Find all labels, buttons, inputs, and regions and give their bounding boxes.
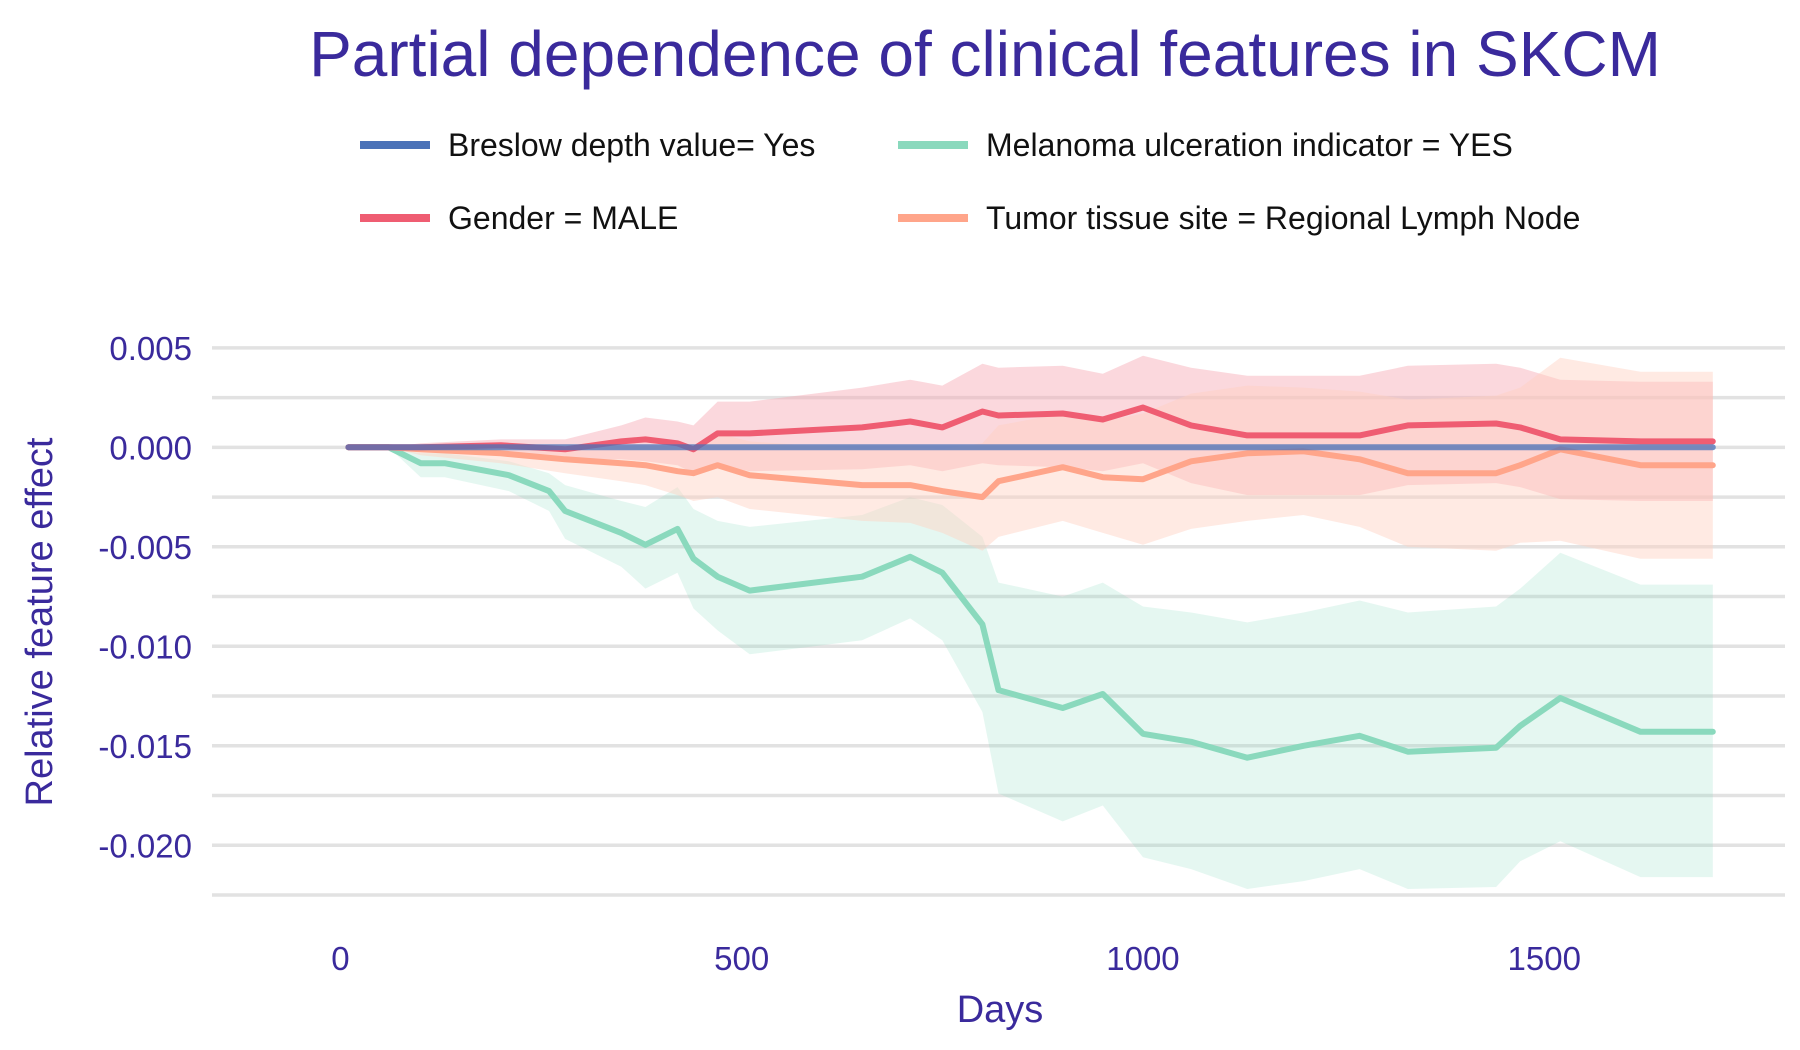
legend-item-tumor-tissue-site-regional-lymph-node: Tumor tissue site = Regional Lymph Node <box>898 200 1580 236</box>
series-lines <box>345 404 1716 761</box>
x-tick-label: 1500 <box>1508 940 1581 977</box>
x-tick-label: 1000 <box>1106 940 1179 977</box>
y-tick-label: -0.005 <box>98 529 192 566</box>
x-tick-label: 500 <box>714 940 769 977</box>
legend: Breslow depth value= Yes Melanoma ulcerat… <box>360 127 1580 236</box>
y-axis-ticks: 0.005 0.000 -0.005 -0.010 -0.015 -0.020 <box>98 330 192 864</box>
line-tumor-tissue-site-regional-lymph-node <box>345 444 1716 501</box>
y-tick-label: -0.010 <box>98 628 192 665</box>
legend-label: Melanoma ulceration indicator = YES <box>986 127 1513 163</box>
y-tick-label: -0.020 <box>98 827 192 864</box>
y-tick-label: 0.000 <box>109 429 192 466</box>
band-melanoma-ulceration-indicator-yes <box>348 447 1713 889</box>
y-tick-label: 0.005 <box>109 330 192 367</box>
legend-item-melanoma-ulceration-indicator-yes: Melanoma ulceration indicator = YES <box>898 127 1513 163</box>
legend-label: Tumor tissue site = Regional Lymph Node <box>986 200 1580 236</box>
y-tick-label: -0.015 <box>98 728 192 765</box>
y-axis-label: Relative feature effect <box>19 437 61 806</box>
legend-label: Breslow depth value= Yes <box>448 127 815 163</box>
legend-item-gender-male: Gender = MALE <box>360 200 678 236</box>
x-axis-label: Days <box>957 989 1044 1031</box>
legend-item-breslow-depth-value-yes: Breslow depth value= Yes <box>360 127 815 163</box>
confidence-bands <box>348 355 1713 889</box>
legend-label: Gender = MALE <box>448 200 678 236</box>
line-gender-male <box>345 404 1716 453</box>
x-axis-ticks: 0 500 1000 1500 <box>331 940 1581 977</box>
x-tick-label: 0 <box>331 940 349 977</box>
line-melanoma-ulceration-indicator-yes <box>345 444 1716 761</box>
band-tumor-tissue-site-regional-lymph-node <box>348 357 1713 559</box>
chart-title: Partial dependence of clinical features … <box>309 18 1661 90</box>
